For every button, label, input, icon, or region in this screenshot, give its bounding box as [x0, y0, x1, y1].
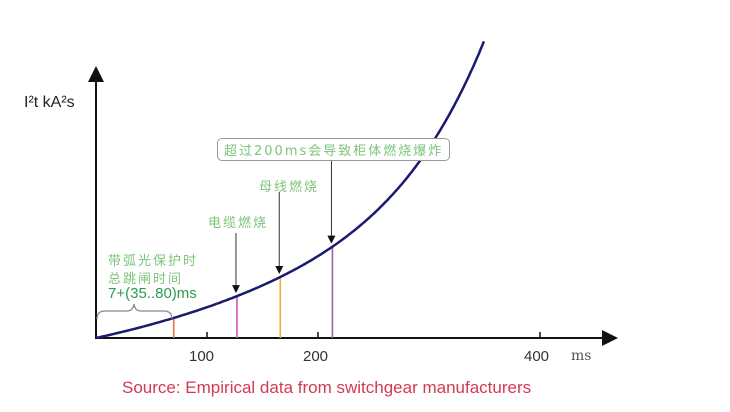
label-trip-time-value: 7+(35..80)ms	[108, 285, 197, 302]
x-axis-unit: ms	[571, 348, 592, 364]
label-busbar-burning: 母线燃烧	[259, 180, 320, 195]
i2t-curve	[95, 40, 486, 340]
label-cable-burning: 电缆燃烧	[208, 216, 269, 231]
x-tick-label: 400	[524, 348, 550, 365]
x-tick-label: 100	[189, 348, 215, 365]
label-arc-protection: 带弧光保护时	[108, 254, 199, 269]
callout-cabinet-explosion: 超过200ms会导致柜体燃烧爆炸	[217, 138, 451, 161]
brace	[96, 303, 173, 320]
x-tick-label: 200	[303, 348, 329, 365]
source-note: Source: Empirical data from switchgear m…	[122, 378, 532, 397]
label-total-trip-time: 总跳闸时间	[108, 272, 184, 287]
y-axis-label: I²t kA²s	[24, 94, 75, 111]
